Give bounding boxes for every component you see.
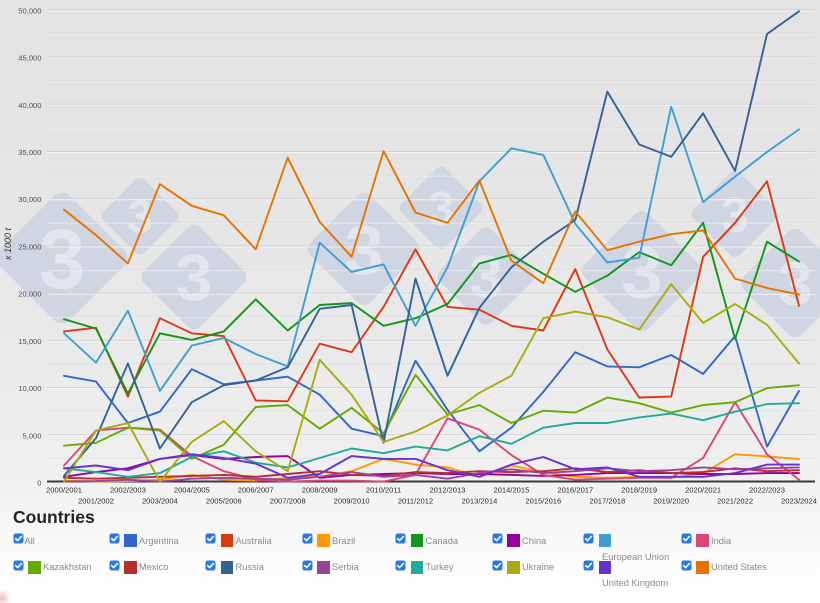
svg-text:2017/2018: 2017/2018: [589, 497, 625, 506]
svg-text:25,000: 25,000: [18, 242, 41, 251]
svg-text:35,000: 35,000: [18, 148, 41, 157]
svg-text:2023/2024: 2023/2024: [781, 497, 817, 506]
svg-text:2009/2010: 2009/2010: [334, 497, 370, 506]
svg-text:2015/2016: 2015/2016: [525, 497, 561, 506]
svg-text:2020/2021: 2020/2021: [685, 486, 721, 495]
svg-text:2012/2013: 2012/2013: [430, 486, 466, 495]
svg-text:2019/2020: 2019/2020: [653, 497, 689, 506]
svg-text:50,000: 50,000: [18, 6, 41, 15]
svg-text:2010/2011: 2010/2011: [366, 486, 401, 495]
svg-text:2007/2008: 2007/2008: [270, 497, 306, 506]
svg-text:30,000: 30,000: [18, 195, 41, 204]
svg-text:2006/2007: 2006/2007: [238, 486, 274, 495]
svg-text:2000/2001: 2000/2001: [46, 486, 82, 495]
svg-text:2001/2002: 2001/2002: [78, 497, 114, 506]
svg-text:2005/2006: 2005/2006: [206, 497, 242, 506]
svg-text:3: 3: [428, 183, 455, 236]
svg-text:x 1000 t: x 1000 t: [3, 227, 13, 261]
svg-text:15,000: 15,000: [18, 337, 41, 346]
svg-text:0: 0: [37, 479, 41, 488]
svg-text:2022/2023: 2022/2023: [749, 486, 785, 495]
svg-text:2004/2005: 2004/2005: [174, 486, 210, 495]
svg-text:2018/2019: 2018/2019: [621, 486, 657, 495]
svg-text:5,000: 5,000: [22, 431, 41, 440]
svg-text:2011/2012: 2011/2012: [398, 497, 433, 506]
svg-text:10,000: 10,000: [18, 384, 41, 393]
svg-text:40,000: 40,000: [18, 101, 41, 110]
svg-text:2016/2017: 2016/2017: [557, 486, 593, 495]
svg-text:3: 3: [345, 211, 384, 289]
svg-text:2002/2003: 2002/2003: [110, 486, 146, 495]
svg-text:2021/2022: 2021/2022: [717, 497, 753, 506]
svg-text:2013/2014: 2013/2014: [461, 497, 497, 506]
svg-text:3: 3: [176, 240, 213, 314]
svg-text:3: 3: [778, 250, 812, 319]
svg-text:2003/2004: 2003/2004: [142, 497, 178, 506]
svg-text:20,000: 20,000: [18, 290, 41, 299]
svg-text:3: 3: [39, 212, 86, 306]
svg-text:2008/2009: 2008/2009: [302, 486, 338, 495]
svg-text:2014/2015: 2014/2015: [493, 486, 529, 495]
svg-text:45,000: 45,000: [18, 54, 41, 63]
